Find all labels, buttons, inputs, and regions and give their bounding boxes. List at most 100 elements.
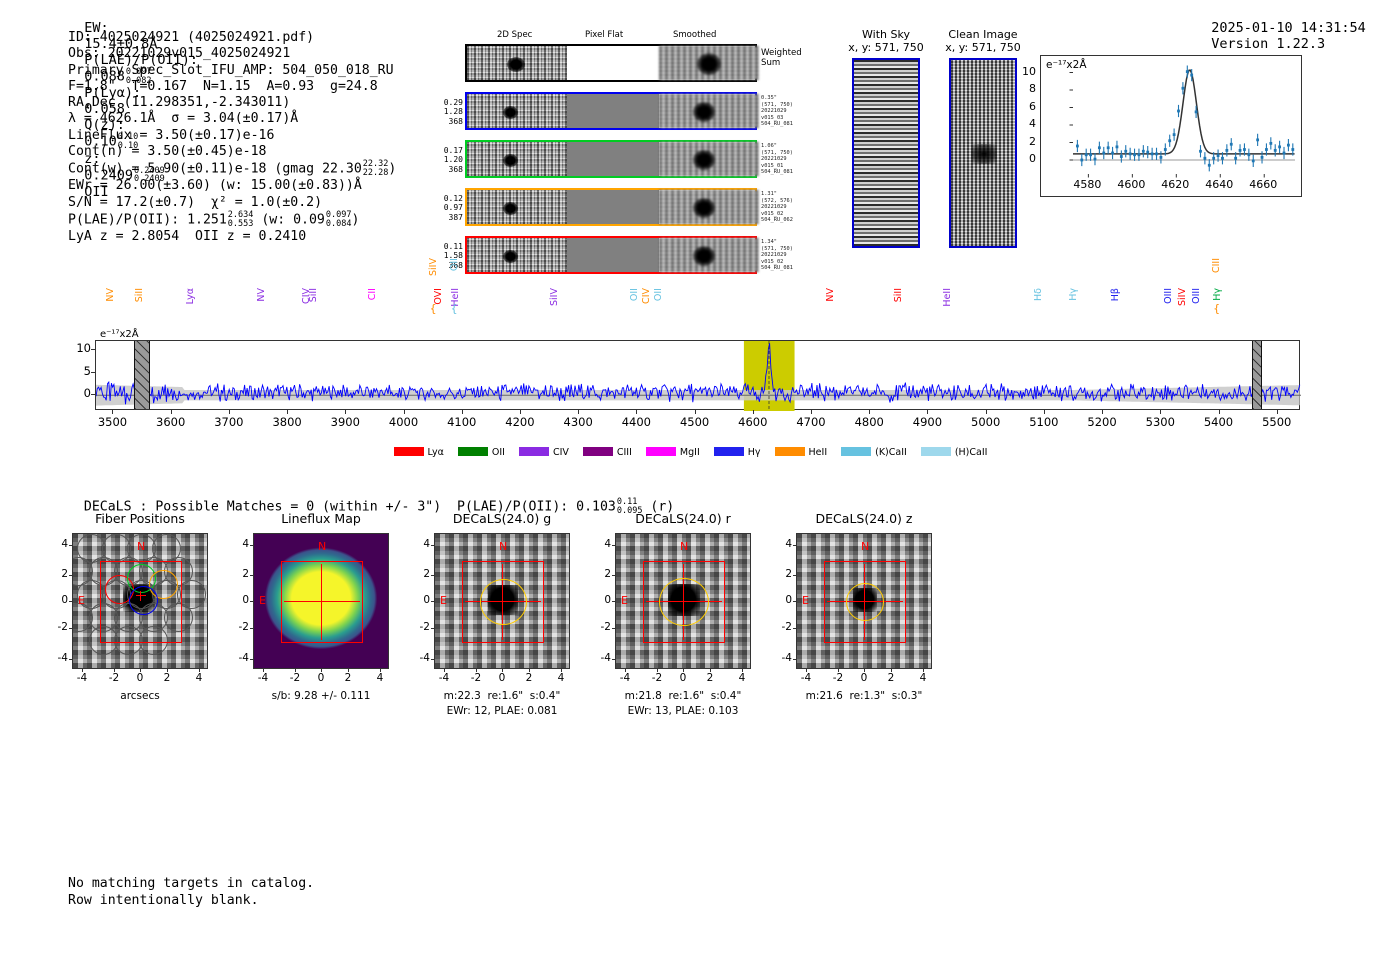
effective-radius-ellipse [659, 578, 709, 626]
weighted-sum-2dspec [467, 46, 567, 80]
fullspec-xtickmark [461, 410, 463, 414]
compass-east-label: E [802, 594, 809, 607]
z-bounds: 0.2409 0.2409 [134, 165, 165, 185]
fiber-weight-labels: 0.29 1.28 368 [443, 98, 463, 126]
aperture-box [100, 561, 182, 643]
line-fit-chart: e⁻¹⁷x2Å [1040, 55, 1302, 197]
panel-xtick: 4 [738, 672, 746, 684]
fullspec-xtick: 4900 [912, 415, 943, 429]
version-text: Version 1.22.3 [1211, 36, 1326, 52]
panel-ytickmark [250, 659, 253, 660]
panel-xtickmark [82, 669, 83, 672]
panel-ytick: -4 [57, 652, 68, 664]
masked-wavelength-band [133, 341, 151, 409]
panel-ytick: 2 [423, 568, 430, 580]
source-blob [971, 144, 997, 164]
panel-ytickmark [250, 601, 253, 602]
emission-line-label: Hγ [1212, 288, 1224, 301]
emission-line-bracket: { [429, 302, 437, 315]
fullspec-xtickmark [1218, 410, 1220, 414]
fullspec-xtick: 4300 [563, 415, 593, 429]
fullspec-xtickmark [345, 410, 347, 414]
info-line-obs: Obs: 20221029v015_4025024921 [68, 46, 291, 62]
fiber-metadata: 1.34" (571, 750) 20221029 v015_02 504_RU_081 [761, 239, 793, 272]
panel-xtickmark [140, 669, 141, 672]
with-sky-image [852, 58, 920, 248]
panel-caption-secondary: EWr: 13, PLAE: 0.103 [627, 705, 739, 717]
fullspec-xtickmark [811, 410, 812, 414]
twod-spectra-panel: 2D Spec Pixel Flat Smoothed Weighted Sum… [425, 30, 802, 274]
fullspec-ytickmark [91, 371, 95, 373]
emission-line-label: NV [105, 288, 117, 302]
panel-ytick: 2 [785, 568, 792, 580]
panel-ytick: 4 [242, 538, 249, 550]
linefit-ytick: 8 [1029, 82, 1036, 95]
panel-ytickmark [793, 659, 796, 660]
panel-ytickmark [612, 659, 615, 660]
panel-xtickmark [348, 669, 349, 672]
panel-caption-secondary: EWr: 12, PLAE: 0.081 [446, 705, 558, 717]
panel-ytickmark [431, 575, 434, 576]
panel-xtick: -4 [619, 672, 631, 684]
fiber-smoothed [659, 94, 759, 128]
legend-swatch [393, 447, 424, 456]
footer-note: No matching targets in catalog. Row inte… [68, 875, 314, 909]
fiber-2dspec [467, 94, 567, 128]
qz-bounds: 0.10 0.10 [117, 132, 139, 151]
fullspec-xtick: 5200 [1087, 415, 1117, 429]
plae-poii-label: P(LAE)/P(OII): [84, 52, 199, 68]
fullspec-xtickmark [1160, 410, 1162, 414]
compass-east-label: E [78, 594, 85, 607]
panel-xtickmark [380, 669, 381, 672]
fullspec-xtick: 4500 [679, 415, 710, 429]
legend-label: MgII [679, 447, 700, 458]
fullspec-xtickmark [287, 410, 289, 414]
emission-line-label: HeII [941, 288, 953, 307]
emission-line-label: OIII [1191, 288, 1203, 304]
fullspec-xtickmark [694, 410, 696, 414]
panel-ytick: 2 [242, 568, 249, 580]
panel-title: Fiber Positions [95, 511, 185, 526]
panel-xtick: -4 [438, 672, 450, 684]
legend-item: OII [457, 447, 505, 458]
legend-label: (H)CaII [954, 447, 988, 458]
fullspec-xtickmark [1102, 410, 1104, 414]
emission-line-label: Lyα [185, 288, 197, 305]
fullspec-xtick: 4100 [447, 415, 477, 429]
fiber-circle-highlighted [128, 585, 158, 615]
fiber-metadata: 0.35" (571, 750) 20221029 v015_03 504_RU_081 [761, 95, 793, 128]
panel-ytick: -4 [781, 652, 792, 664]
fullspec-xtick: 3700 [214, 415, 244, 429]
linefit-plot-area [1069, 65, 1295, 178]
plae-bounds: 2.634 0.553 [227, 209, 254, 229]
panel-xtickmark [321, 669, 322, 672]
panel-ytick: -4 [600, 652, 611, 664]
linefit-unit-label: e⁻¹⁷x2Å [1046, 59, 1087, 71]
fiber-circle [139, 625, 168, 655]
panel-ytick: 4 [785, 538, 792, 550]
emission-line-label: OIII [1163, 288, 1175, 304]
panel-xtickmark [444, 669, 445, 672]
info-line-lineflux: LineFlux = 3.50(±0.17)e-16 [68, 127, 275, 143]
fullspec-xtickmark [519, 410, 521, 414]
panel-ytick: 4 [604, 538, 611, 550]
emission-blob [503, 154, 518, 167]
with-sky-title: With Sky x, y: 571, 750 [848, 28, 924, 54]
panel-xtick: 4 [376, 672, 384, 684]
fullspec-ytickmark [91, 394, 95, 396]
aperture-box [824, 561, 906, 643]
crosshair-vertical [140, 591, 142, 601]
linefit-ytick: 10 [1022, 64, 1036, 78]
panel-xtick: 4 [919, 672, 927, 684]
emission-line-label: NV [255, 288, 267, 302]
panel-xtick: -4 [257, 672, 269, 684]
panel-caption-primary: m:22.3 re:1.6" s:0.4" [443, 690, 561, 702]
fullspec-xtick: 4600 [738, 415, 768, 429]
fullspec-xtick: 5300 [1145, 415, 1175, 429]
fullspec-xtick: 5400 [1203, 415, 1234, 429]
